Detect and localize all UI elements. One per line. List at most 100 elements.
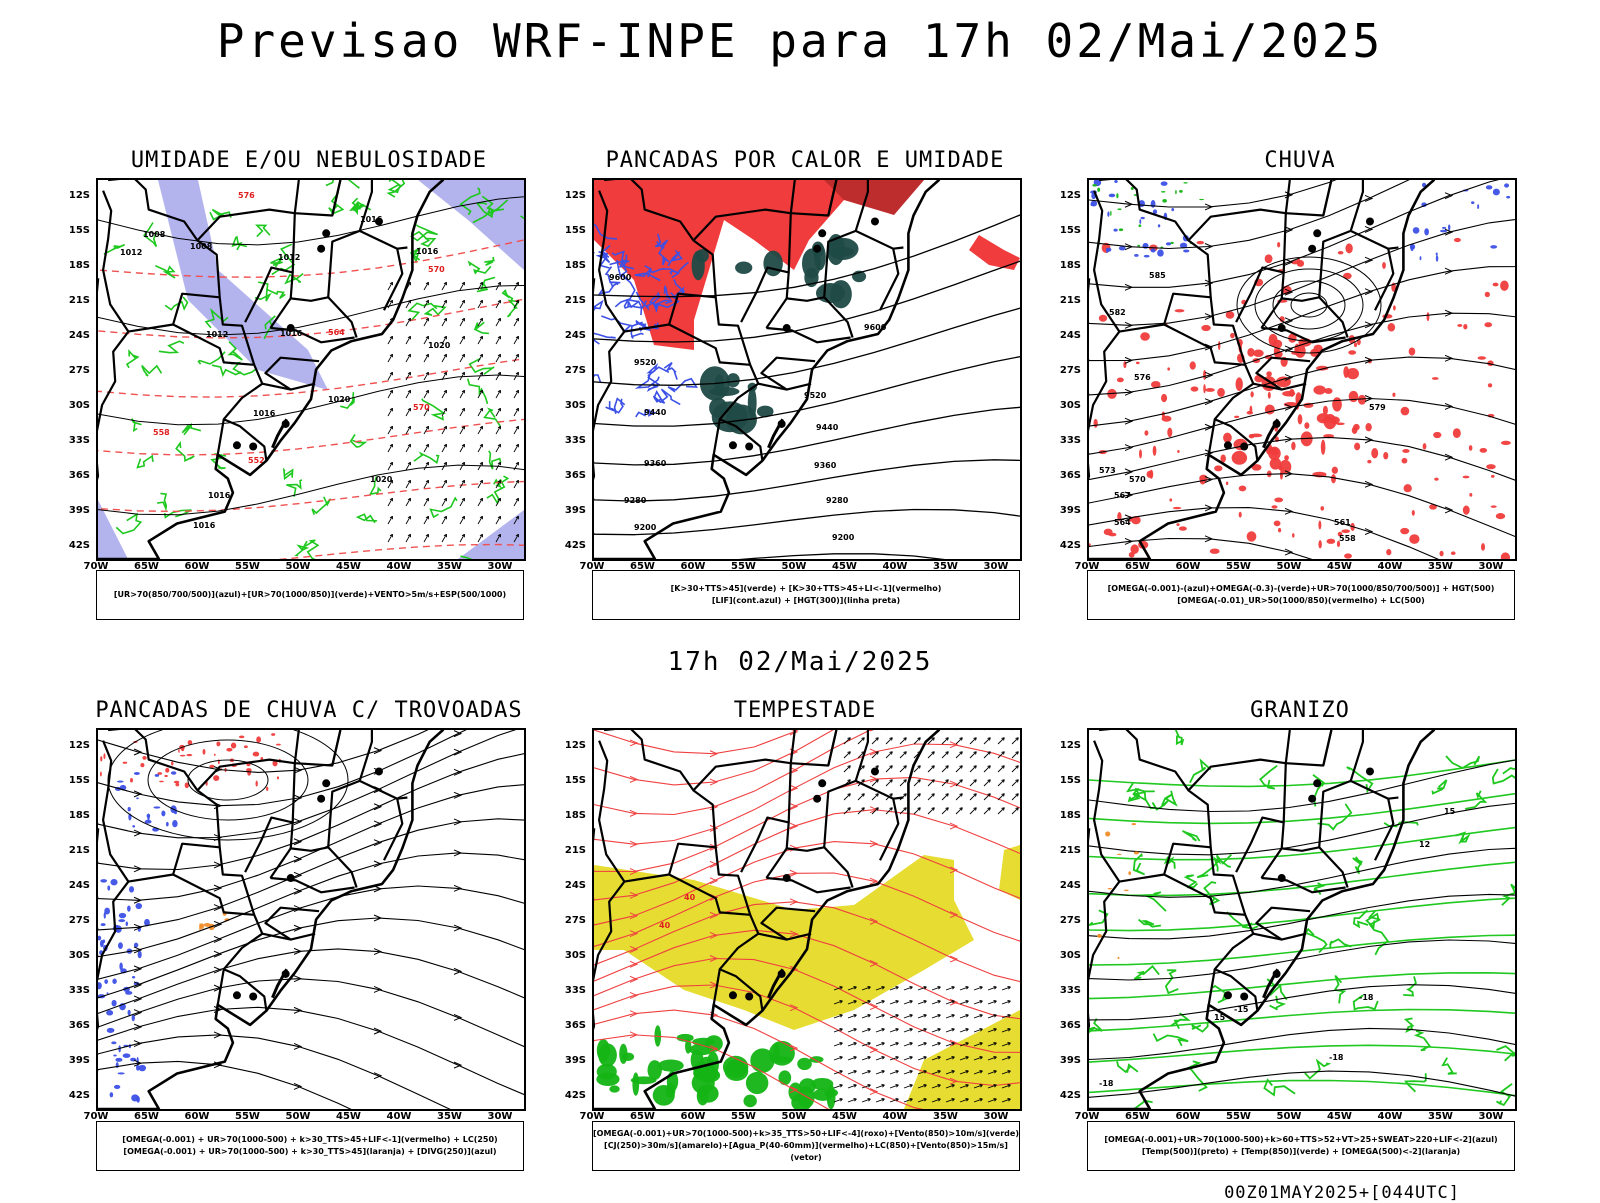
- pressure-label: 1012: [278, 253, 300, 262]
- height-label: 9200: [832, 533, 855, 542]
- contour-lines: [98, 196, 524, 516]
- panel-title: UMIDADE E/OU NEBULOSIDADE: [130, 148, 488, 173]
- water-label: 40: [684, 893, 696, 902]
- latitude-tick: 30S: [564, 950, 586, 961]
- latitude-tick: 24S: [68, 880, 90, 891]
- panel-legend: [UR>70(850/700/500)](azul)+[UR>70(1000/8…: [96, 570, 524, 620]
- latitude-tick: 21S: [1059, 845, 1081, 856]
- longitude-tick: 55W: [235, 1111, 260, 1122]
- longitude-tick: 60W: [184, 561, 210, 572]
- latitude-tick: 39S: [1059, 505, 1081, 516]
- legend-line: [CJ(250)>30m/s](amarelo)+[Agua_P(40-60mm…: [604, 1141, 1008, 1162]
- longitude-tick: 40W: [1377, 1111, 1403, 1122]
- latitude-tick: 18S: [1059, 810, 1081, 821]
- water-label: 40: [659, 921, 671, 930]
- divergence-blue-area: [115, 771, 178, 832]
- longitude-tick: 40W: [882, 1111, 908, 1122]
- wind-vectors: [843, 730, 1019, 815]
- height-label: 9440: [644, 408, 667, 417]
- legend-line: [K>30+TTS>45](verde) + [K>30+TTS>45+LI<-…: [670, 584, 942, 593]
- temperature-label: -18: [1099, 1079, 1114, 1088]
- streamline-label: 567: [1114, 491, 1131, 500]
- latitude-tick: 30S: [68, 400, 90, 411]
- run-info-label: 00Z01MAY2025+[044UTC]: [1224, 1183, 1460, 1203]
- wind-vectors: [833, 986, 1011, 1103]
- latitude-tick: 27S: [68, 365, 90, 376]
- pressure-label: 1020: [370, 475, 393, 484]
- panel-title: PANCADAS DE CHUVA C/ TROVOADAS: [95, 698, 523, 723]
- latitude-tick: 21S: [1059, 295, 1081, 306]
- latitude-tick: 15S: [1059, 775, 1081, 786]
- map-geography: [98, 180, 524, 559]
- latitude-tick: 18S: [68, 810, 90, 821]
- legend-line: [OMEGA(-0.001) + UR>70(1000-500) + k>30_…: [123, 1147, 497, 1156]
- map-geography: [1089, 730, 1515, 1109]
- height-label: 9280: [826, 496, 849, 505]
- longitude-tick: 70W: [83, 561, 109, 572]
- thickness-label: 576: [238, 191, 255, 200]
- thickness-label: 570: [413, 403, 430, 412]
- divergence-blue-area: [98, 878, 150, 1103]
- longitude-tick: 45W: [336, 1111, 361, 1122]
- panel-legend: [OMEGA(-0.001) + UR>70(1000-500) + k>30_…: [96, 1121, 524, 1171]
- rain-blue-area: [1090, 180, 1190, 258]
- weather-map: 585 582 579 576 573 570 567 564 561 558: [1087, 178, 1517, 561]
- rain-green-area: [1092, 182, 1204, 249]
- longitude-tick: 60W: [680, 561, 706, 572]
- map-geography: [594, 730, 1020, 1109]
- latitude-tick: 18S: [564, 810, 586, 821]
- longitude-tick: 40W: [882, 561, 908, 572]
- pressure-label: 1016: [360, 215, 383, 224]
- thickness-label: 552: [248, 456, 265, 465]
- latitude-tick: 39S: [1059, 1055, 1081, 1066]
- latitude-tick: 36S: [1059, 1020, 1081, 1031]
- legend-line: [LIF](cont.azul) + [HGT(300)](linha pret…: [711, 596, 901, 605]
- height-label: 9200: [634, 523, 657, 532]
- legend-line: [OMEGA(-0.001)+UR>70(1000-500)+k>60+TTS>…: [1104, 1135, 1498, 1144]
- streamline-label: 579: [1369, 403, 1386, 412]
- instability-green-area: [699, 366, 774, 435]
- longitude-tick: 65W: [630, 561, 655, 572]
- streamline-label: 558: [1339, 534, 1356, 543]
- latitude-tick: 21S: [68, 295, 90, 306]
- legend-line: [UR>70(850/700/500)](azul)+[UR>70(1000/8…: [113, 590, 507, 599]
- humidity-high-shade: [98, 500, 524, 559]
- longitude-tick: 30W: [1478, 561, 1504, 572]
- longitude-tick: 60W: [1175, 561, 1201, 572]
- longitude-tick: 35W: [1428, 561, 1453, 572]
- latitude-tick: 12S: [68, 740, 90, 751]
- latitude-tick: 15S: [564, 775, 586, 786]
- contour-lines: [98, 239, 524, 559]
- latitude-tick: 39S: [68, 1055, 90, 1066]
- wind850-green-area: [722, 1040, 839, 1109]
- latitude-tick: 18S: [68, 260, 90, 271]
- longitude-tick: 30W: [983, 561, 1009, 572]
- latitude-tick: 36S: [1059, 470, 1081, 481]
- forecast-time-label: 17h 02/Mai/2025: [667, 647, 933, 677]
- weather-map: 9600 9600 9520 9520 9440 9440 9360 9360 9280 9280…: [592, 178, 1022, 561]
- thickness-label: 564: [328, 328, 345, 337]
- longitude-tick: 30W: [1478, 1111, 1504, 1122]
- latitude-tick: 24S: [564, 880, 586, 891]
- pressure-label: 1016: [416, 247, 439, 256]
- panel-title: GRANIZO: [1250, 698, 1350, 723]
- latitude-tick: 30S: [564, 400, 586, 411]
- longitude-tick: 70W: [1074, 1111, 1100, 1122]
- longitude-tick: 65W: [134, 1111, 159, 1122]
- pressure-label: 1020: [428, 341, 451, 350]
- panel-legend: [K>30+TTS>45](verde) + [K>30+TTS>45+LI<-…: [592, 570, 1020, 620]
- longitude-tick: 50W: [781, 1111, 807, 1122]
- latitude-tick: 30S: [1059, 950, 1081, 961]
- latitude-tick: 42S: [564, 1090, 586, 1101]
- panel-title: TEMPESTADE: [733, 698, 877, 723]
- temperature-label: -15: [1234, 1005, 1249, 1014]
- latitude-tick: 15S: [1059, 225, 1081, 236]
- latitude-tick: 12S: [68, 190, 90, 201]
- main-title: Previsao WRF-INPE para 17h 02/Mai/2025: [216, 14, 1384, 68]
- longitude-tick: 70W: [579, 561, 605, 572]
- height-label: 9600: [864, 323, 887, 332]
- longitude-tick: 60W: [184, 1111, 210, 1122]
- pressure-label: 1012: [206, 330, 228, 339]
- jet-stream-area: [999, 845, 1020, 900]
- legend-line: [OMEGA(-0.01)_UR>50(1000/850)(vermelho) …: [1177, 596, 1425, 605]
